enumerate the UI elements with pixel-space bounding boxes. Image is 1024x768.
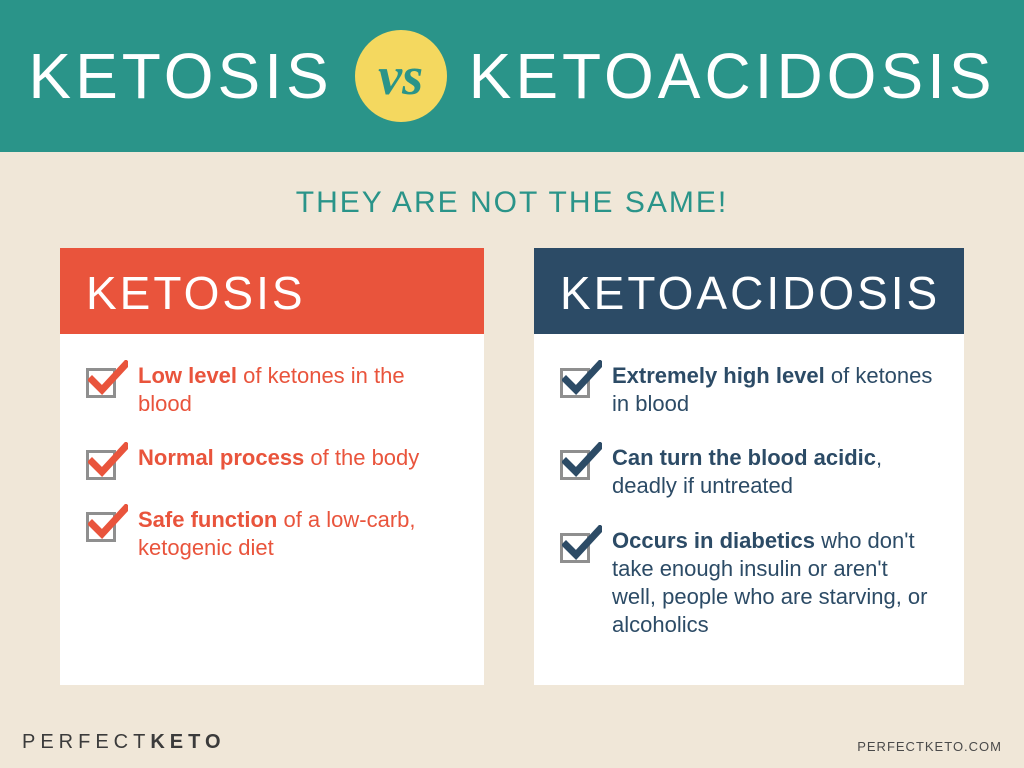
vs-badge: vs: [355, 30, 447, 122]
item-text: Safe function of a low-carb, ketogenic d…: [138, 506, 454, 562]
item-rest: of the body: [304, 445, 419, 470]
item-text: Low level of ketones in the blood: [138, 362, 454, 418]
list-item: Normal process of the body: [86, 444, 454, 480]
card-ketosis: KETOSIS Low level of ketones in the bloo…: [60, 248, 484, 685]
brand-thin: PERFECT: [22, 731, 150, 753]
item-bold: Low level: [138, 363, 237, 388]
item-bold: Safe function: [138, 507, 277, 532]
item-text: Occurs in diabetics who don't take enoug…: [612, 527, 934, 640]
check-icon: [86, 446, 120, 480]
header-right-word: KETOACIDOSIS: [469, 39, 996, 113]
card-ketoacidosis-body: Extremely high level of ketones in blood…: [534, 334, 964, 685]
subtitle: THEY ARE NOT THE SAME!: [0, 186, 1024, 220]
brand-bold: KETO: [150, 731, 225, 753]
card-ketosis-body: Low level of ketones in the blood Normal …: [60, 334, 484, 609]
brand-logo: PERFECTKETO: [22, 731, 226, 754]
item-bold: Occurs in diabetics: [612, 528, 815, 553]
header-band: KETOSIS vs KETOACIDOSIS: [0, 0, 1024, 152]
footer: PERFECTKETO PERFECTKETO.COM: [0, 731, 1024, 768]
check-icon: [560, 364, 594, 398]
item-text: Extremely high level of ketones in blood: [612, 362, 934, 418]
card-ketoacidosis-header: KETOACIDOSIS: [534, 248, 964, 334]
list-item: Extremely high level of ketones in blood: [560, 362, 934, 418]
footer-url: PERFECTKETO.COM: [857, 739, 1002, 754]
item-text: Normal process of the body: [138, 444, 419, 472]
cards-row: KETOSIS Low level of ketones in the bloo…: [0, 248, 1024, 685]
list-item: Low level of ketones in the blood: [86, 362, 454, 418]
list-item: Occurs in diabetics who don't take enoug…: [560, 527, 934, 640]
check-icon: [560, 529, 594, 563]
vs-text: vs: [378, 45, 423, 107]
card-ketosis-header: KETOSIS: [60, 248, 484, 334]
item-bold: Normal process: [138, 445, 304, 470]
item-bold: Extremely high level: [612, 363, 825, 388]
check-icon: [560, 446, 594, 480]
list-item: Safe function of a low-carb, ketogenic d…: [86, 506, 454, 562]
header-left-word: KETOSIS: [28, 39, 332, 113]
check-icon: [86, 364, 120, 398]
list-item: Can turn the blood acidic, deadly if unt…: [560, 444, 934, 500]
item-text: Can turn the blood acidic, deadly if unt…: [612, 444, 934, 500]
card-ketoacidosis: KETOACIDOSIS Extremely high level of ket…: [534, 248, 964, 685]
check-icon: [86, 508, 120, 542]
item-bold: Can turn the blood acidic: [612, 445, 876, 470]
